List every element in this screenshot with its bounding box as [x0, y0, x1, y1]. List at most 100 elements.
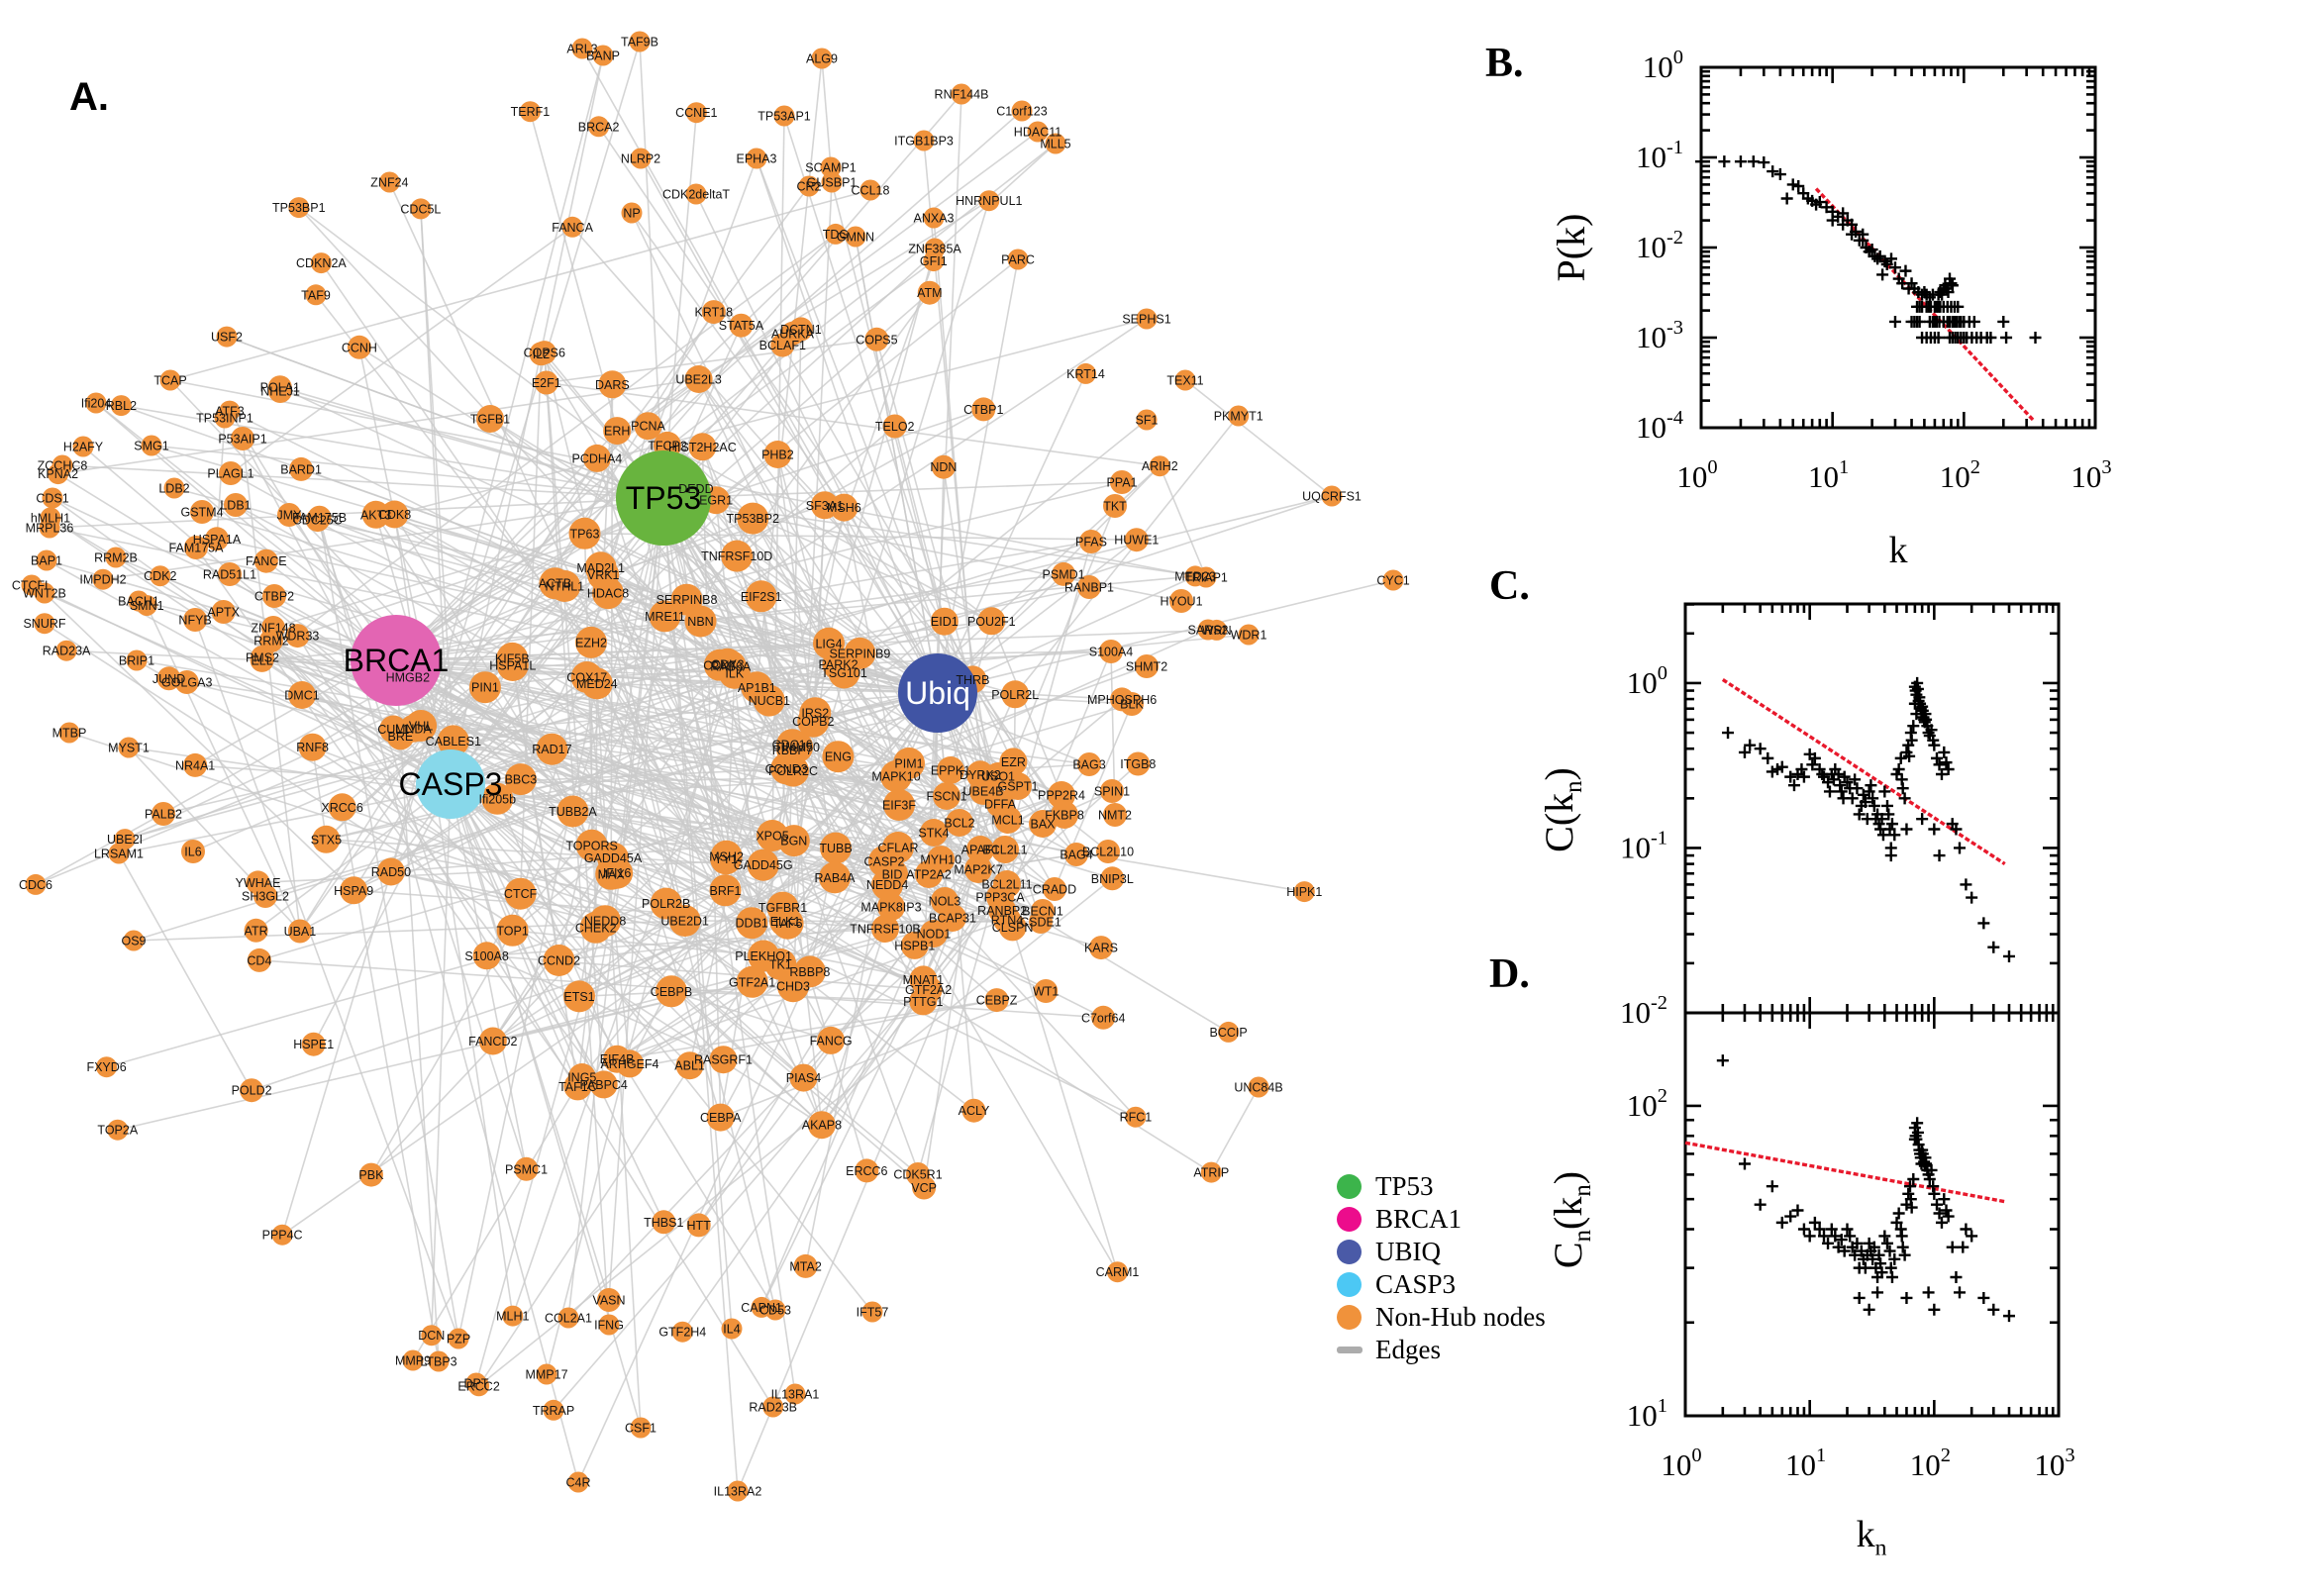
network-node[interactable]: [737, 502, 769, 535]
network-node[interactable]: [1004, 772, 1032, 800]
network-node[interactable]: [271, 1224, 293, 1246]
network-node[interactable]: [358, 1162, 383, 1187]
network-node[interactable]: [1248, 1076, 1269, 1098]
network-node[interactable]: [1077, 752, 1101, 776]
network-node[interactable]: [563, 980, 595, 1013]
network-node[interactable]: [688, 433, 717, 461]
network-node[interactable]: [649, 600, 681, 633]
network-node[interactable]: [822, 741, 855, 773]
network-node[interactable]: [579, 911, 612, 944]
network-node[interactable]: [763, 441, 792, 468]
network-node[interactable]: [789, 1063, 818, 1092]
network-node[interactable]: [561, 216, 583, 238]
network-node[interactable]: [126, 649, 148, 671]
network-node[interactable]: [376, 857, 405, 886]
network-node[interactable]: [1064, 843, 1088, 866]
network-node[interactable]: [557, 1307, 579, 1329]
network-node[interactable]: [1029, 810, 1057, 838]
network-node[interactable]: [549, 570, 581, 602]
network-node[interactable]: [951, 83, 972, 105]
network-node[interactable]: [871, 868, 904, 901]
network-node[interactable]: [496, 914, 529, 947]
network-node[interactable]: [917, 280, 942, 305]
network-node[interactable]: [736, 965, 768, 998]
network-node[interactable]: [684, 365, 713, 393]
network-node[interactable]: [1124, 528, 1149, 552]
network-node[interactable]: [1136, 409, 1158, 431]
network-node[interactable]: [25, 873, 47, 895]
network-node[interactable]: [589, 1070, 618, 1099]
network-node[interactable]: [1045, 133, 1066, 154]
network-node[interactable]: [288, 197, 310, 219]
network-node[interactable]: [603, 417, 632, 446]
network-node[interactable]: [965, 760, 994, 789]
network-node[interactable]: [211, 600, 236, 624]
network-node[interactable]: [1034, 979, 1059, 1003]
network-node[interactable]: [472, 942, 501, 970]
network-node[interactable]: [598, 370, 627, 399]
network-node[interactable]: [1149, 455, 1170, 477]
network-node[interactable]: [1293, 881, 1315, 903]
network-node[interactable]: [563, 1072, 592, 1101]
network-node[interactable]: [828, 656, 860, 689]
network-node[interactable]: [1089, 936, 1113, 960]
network-node[interactable]: [478, 1027, 507, 1055]
network-node[interactable]: [592, 45, 614, 66]
hub-node-ubiq[interactable]: [898, 653, 977, 733]
network-node[interactable]: [305, 284, 327, 306]
network-node[interactable]: [930, 607, 959, 636]
network-node[interactable]: [253, 549, 278, 573]
network-node[interactable]: [1382, 569, 1404, 591]
network-node[interactable]: [984, 988, 1009, 1013]
network-node[interactable]: [421, 1325, 443, 1347]
network-node[interactable]: [514, 1156, 539, 1181]
network-node[interactable]: [378, 171, 400, 193]
network-node[interactable]: [575, 829, 608, 861]
network-node[interactable]: [328, 793, 356, 822]
network-node[interactable]: [312, 825, 341, 853]
network-node[interactable]: [136, 595, 157, 616]
network-node[interactable]: [118, 737, 140, 758]
network-node[interactable]: [92, 568, 114, 590]
network-node[interactable]: [183, 752, 208, 777]
network-node[interactable]: [1206, 619, 1228, 641]
network-node[interactable]: [736, 907, 768, 940]
network-node[interactable]: [543, 945, 575, 976]
network-node[interactable]: [912, 1175, 937, 1200]
network-node[interactable]: [1077, 575, 1101, 599]
hub-node-casp3[interactable]: [416, 749, 485, 819]
network-node[interactable]: [727, 1480, 749, 1502]
network-node[interactable]: [900, 931, 929, 959]
network-node[interactable]: [1075, 362, 1096, 384]
network-node[interactable]: [448, 1328, 469, 1349]
network-node[interactable]: [721, 540, 754, 572]
network-node[interactable]: [913, 130, 935, 151]
network-node[interactable]: [205, 527, 229, 551]
network-node[interactable]: [709, 874, 742, 907]
network-node[interactable]: [246, 870, 270, 895]
network-node[interactable]: [1079, 530, 1103, 553]
network-node[interactable]: [773, 105, 795, 127]
network-node[interactable]: [582, 444, 611, 472]
network-node[interactable]: [1091, 1005, 1116, 1030]
network-node[interactable]: [402, 1349, 424, 1371]
network-node[interactable]: [141, 435, 162, 456]
network-node[interactable]: [845, 226, 866, 248]
network-node[interactable]: [1096, 840, 1120, 863]
network-node[interactable]: [745, 580, 777, 613]
network-node[interactable]: [721, 1318, 743, 1340]
network-node[interactable]: [621, 202, 643, 224]
network-node[interactable]: [288, 681, 316, 709]
network-node[interactable]: [971, 397, 996, 422]
network-node[interactable]: [277, 503, 301, 527]
network-node[interactable]: [893, 748, 925, 779]
network-node[interactable]: [994, 806, 1022, 834]
network-node[interactable]: [883, 789, 915, 821]
network-node[interactable]: [1027, 121, 1049, 143]
network-node[interactable]: [819, 861, 851, 894]
network-node[interactable]: [556, 795, 589, 828]
network-node[interactable]: [784, 1383, 806, 1405]
network-node[interactable]: [630, 148, 652, 169]
network-node[interactable]: [379, 715, 408, 744]
network-node[interactable]: [218, 562, 242, 586]
